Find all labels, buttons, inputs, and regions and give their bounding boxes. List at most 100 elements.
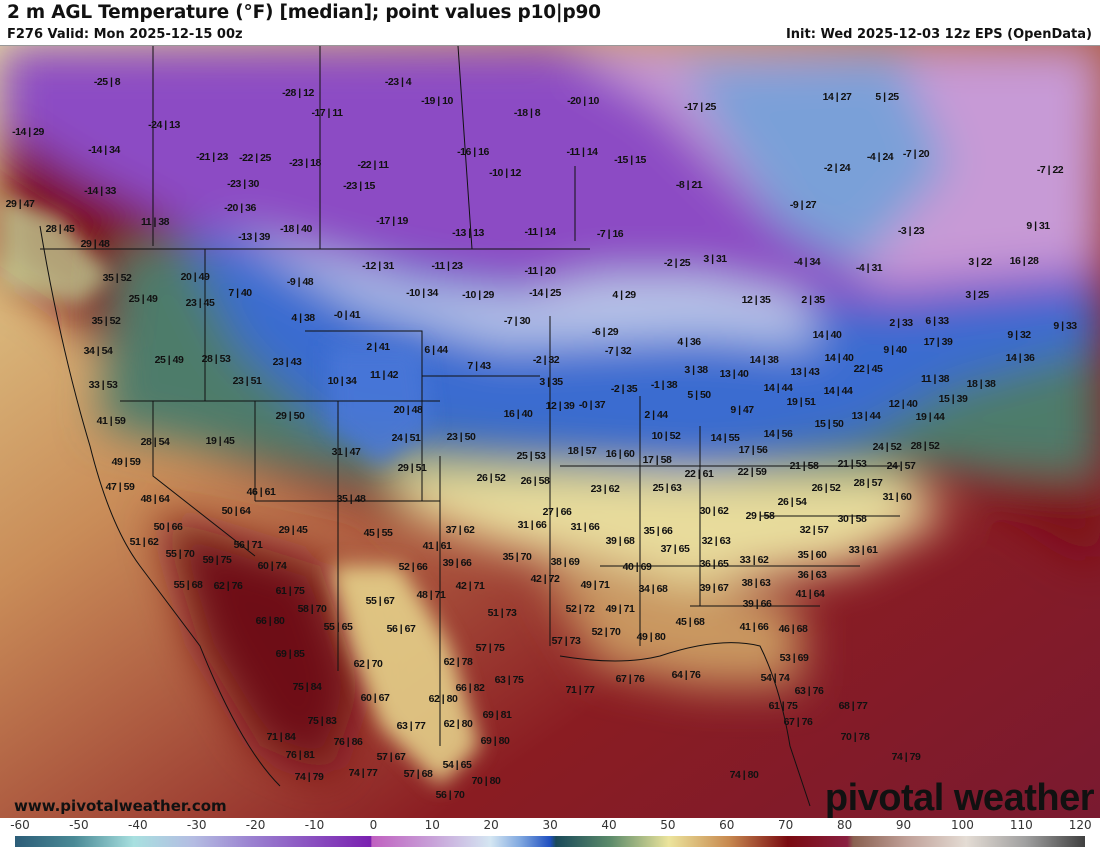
point-value-label: 26 | 52 [811, 481, 841, 494]
point-value-label: 59 | 75 [202, 553, 232, 566]
point-value-label: -0 | 37 [578, 398, 606, 411]
point-value-label: 49 | 59 [111, 455, 141, 468]
point-value-label: 46 | 61 [246, 485, 276, 498]
point-value-label: 26 | 58 [520, 474, 550, 487]
point-value-label: 16 | 28 [1009, 254, 1039, 267]
colorbar-tick-label: 120 [1068, 818, 1092, 832]
temperature-map[interactable]: -25 | 8 -28 | 12 -23 | 4 -19 | 10 -20 | 10 -1… [0, 45, 1100, 818]
point-value-label: 19 | 45 [205, 434, 235, 447]
point-value-label: 55 | 65 [323, 620, 353, 633]
point-value-label: -10 | 29 [462, 288, 494, 301]
point-value-label: 4 | 36 [677, 335, 701, 348]
point-value-label: -7 | 20 [902, 147, 930, 160]
point-value-label: 33 | 62 [739, 553, 769, 566]
point-value-label: 14 | 44 [823, 384, 853, 397]
point-value-label: 41 | 59 [96, 414, 126, 427]
point-value-label: 29 | 48 [80, 237, 110, 250]
point-value-label: 17 | 56 [738, 443, 768, 456]
point-value-label: -11 | 14 [566, 145, 598, 158]
point-value-label: 16 | 60 [605, 447, 635, 460]
point-value-label: 14 | 38 [749, 353, 779, 366]
point-value-label: 32 | 63 [701, 534, 731, 547]
point-value-label: 13 | 44 [851, 409, 881, 422]
point-value-label: 14 | 40 [812, 328, 842, 341]
point-value-label: 51 | 73 [487, 606, 517, 619]
point-value-label: 37 | 62 [445, 523, 475, 536]
point-value-label: 38 | 63 [741, 576, 771, 589]
point-value-label: -20 | 10 [567, 94, 599, 107]
point-value-label: 67 | 76 [783, 715, 813, 728]
colorbar-tick-label: -20 [245, 818, 266, 832]
point-value-label: -7 | 16 [596, 227, 624, 240]
point-value-label: 30 | 58 [837, 512, 867, 525]
point-value-label: 39 | 68 [605, 534, 635, 547]
point-value-label: 69 | 80 [480, 734, 510, 747]
point-value-label: 5 | 25 [875, 90, 899, 103]
point-value-label: -23 | 4 [384, 75, 412, 88]
point-value-label: 3 | 38 [684, 363, 708, 376]
point-value-label: 15 | 50 [814, 417, 844, 430]
colorbar-tick-label: 60 [719, 818, 735, 832]
point-value-label: 23 | 45 [185, 296, 215, 309]
point-value-label: 55 | 70 [165, 547, 195, 560]
point-value-label: -14 | 29 [12, 125, 44, 138]
point-value-label: 75 | 84 [292, 680, 322, 693]
point-value-label: 39 | 66 [742, 597, 772, 610]
point-value-label: 6 | 33 [925, 314, 949, 327]
point-value-label: 31 | 66 [517, 518, 547, 531]
point-value-label: 22 | 45 [853, 362, 883, 375]
point-value-label: -15 | 15 [614, 153, 646, 166]
point-value-label: 25 | 53 [516, 449, 546, 462]
point-value-label: 62 | 70 [353, 657, 383, 670]
point-value-label: 3 | 31 [703, 252, 727, 265]
point-value-label: 45 | 68 [675, 615, 705, 628]
colorbar-tick-label: 100 [950, 818, 974, 832]
point-value-label: 23 | 62 [590, 482, 620, 495]
point-value-label: -4 | 31 [855, 261, 883, 274]
point-value-label: 28 | 52 [910, 439, 940, 452]
colorbar-tick-label: 80 [836, 818, 853, 832]
point-value-label: 45 | 55 [363, 526, 393, 539]
point-value-label: 48 | 71 [416, 588, 446, 601]
point-value-label: -19 | 10 [421, 94, 453, 107]
point-value-label: -2 | 35 [610, 382, 638, 395]
point-value-label: 30 | 62 [699, 504, 729, 517]
point-value-label: -8 | 21 [675, 178, 703, 191]
point-value-label: -3 | 23 [897, 224, 925, 237]
point-value-label: 22 | 59 [737, 465, 767, 478]
point-value-label: 66 | 80 [255, 614, 285, 627]
point-value-label: 64 | 76 [671, 668, 701, 681]
point-value-label: -18 | 8 [513, 106, 541, 119]
point-value-label: 57 | 75 [475, 641, 505, 654]
point-value-label: 3 | 25 [965, 288, 989, 301]
point-value-label: 55 | 68 [173, 578, 203, 591]
point-value-label: 9 | 40 [883, 343, 907, 356]
colorbar-ticks: -60 -50 -40 -30 -20 -10 0 10 20 30 40 50 60 70 80 90 100… [0, 818, 1100, 834]
point-value-label: 38 | 69 [550, 555, 580, 568]
point-value-label: -12 | 31 [362, 259, 394, 272]
point-value-label: 54 | 74 [760, 671, 790, 684]
point-value-label: 61 | 75 [768, 699, 798, 712]
point-value-label: 42 | 71 [455, 579, 485, 592]
point-value-label: -4 | 24 [866, 150, 894, 163]
point-value-label: -21 | 23 [196, 150, 228, 163]
point-value-label: 7 | 40 [228, 286, 252, 299]
point-value-label: 14 | 56 [763, 427, 793, 440]
point-value-label: 9 | 32 [1007, 328, 1031, 341]
point-value-label: 29 | 50 [275, 409, 305, 422]
point-value-label: -23 | 15 [343, 179, 375, 192]
point-value-label: 7 | 43 [467, 359, 491, 372]
colorbar-tick-label: -40 [127, 818, 148, 832]
colorbar-tick-label: 30 [542, 818, 558, 832]
point-value-label: 19 | 44 [915, 410, 945, 423]
point-value-label: -9 | 48 [286, 275, 314, 288]
point-value-label: -14 | 25 [529, 286, 561, 299]
point-value-label: 14 | 55 [710, 431, 740, 444]
point-value-label: 57 | 68 [403, 767, 433, 780]
point-value-label: 2 | 41 [366, 340, 390, 353]
point-value-label: 32 | 57 [799, 523, 829, 536]
point-value-label: -1 | 38 [650, 378, 678, 391]
point-value-label: 14 | 44 [763, 381, 793, 394]
point-value-label: -11 | 23 [431, 259, 463, 272]
point-value-label: 22 | 61 [684, 467, 714, 480]
